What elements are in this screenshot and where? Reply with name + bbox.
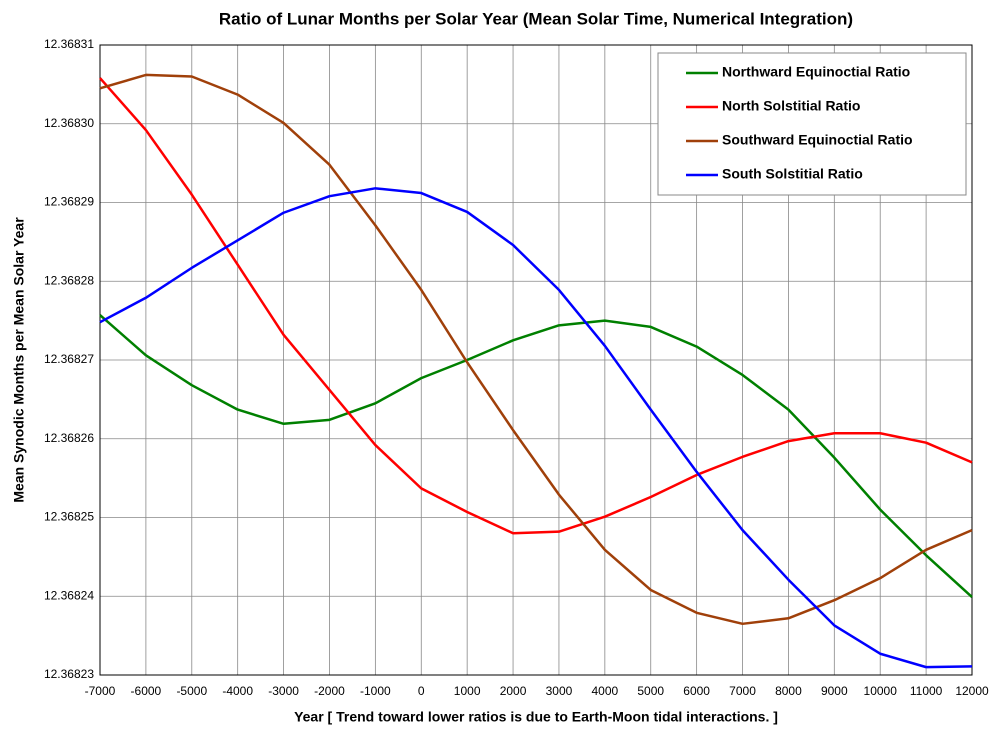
data-line [99, 73, 973, 626]
legend-box [657, 52, 967, 196]
data-line [99, 77, 973, 535]
x-tick-label: -4000 [222, 684, 253, 698]
y-tick-label: 12.36827 [44, 352, 94, 366]
x-tick-label: 7000 [729, 684, 756, 698]
x-axis-label: Year [ Trend toward lower ratios is due … [294, 709, 778, 725]
x-tick-label: -7000 [85, 684, 116, 698]
x-tick-label: 6000 [683, 684, 710, 698]
legend-label: Southward Equinoctial Ratio [722, 132, 913, 148]
y-tick-label: 12.36829 [44, 195, 94, 209]
y-tick-label: 12.36830 [44, 116, 94, 130]
x-tick-label: 0 [418, 684, 425, 698]
y-tick-label: 12.36823 [44, 667, 94, 681]
plot-frame [99, 44, 973, 676]
x-tick-label: -2000 [314, 684, 345, 698]
y-tick-label: 12.36825 [44, 510, 94, 524]
x-tick-label: 5000 [637, 684, 664, 698]
y-tick-label: 12.36824 [44, 588, 94, 602]
y-axis-label: Mean Synodic Months per Mean Solar Year [11, 217, 27, 503]
y-tick-label: 12.36826 [44, 431, 94, 445]
x-tick-label: -6000 [131, 684, 162, 698]
x-tick-label: 10000 [864, 684, 898, 698]
y-tick-label: 12.36828 [44, 273, 94, 287]
data-line [99, 314, 973, 598]
y-tick-label: 12.36831 [44, 37, 94, 51]
x-tick-label: -1000 [360, 684, 391, 698]
legend-label: Northward Equinoctial Ratio [722, 64, 910, 80]
x-tick-label: 1000 [454, 684, 481, 698]
x-tick-label: 9000 [821, 684, 848, 698]
data-line [99, 187, 973, 669]
x-tick-label: 3000 [546, 684, 573, 698]
chart-title: Ratio of Lunar Months per Solar Year (Me… [219, 9, 853, 28]
x-tick-label: 11000 [910, 684, 943, 698]
x-tick-label: 12000 [955, 684, 989, 698]
x-tick-label: -5000 [176, 684, 207, 698]
legend-label: South Solstitial Ratio [722, 166, 863, 182]
x-tick-label: 4000 [591, 684, 618, 698]
x-tick-label: -3000 [268, 684, 299, 698]
legend-label: North Solstitial Ratio [722, 98, 860, 114]
x-tick-label: 2000 [500, 684, 527, 698]
x-tick-label: 8000 [775, 684, 802, 698]
